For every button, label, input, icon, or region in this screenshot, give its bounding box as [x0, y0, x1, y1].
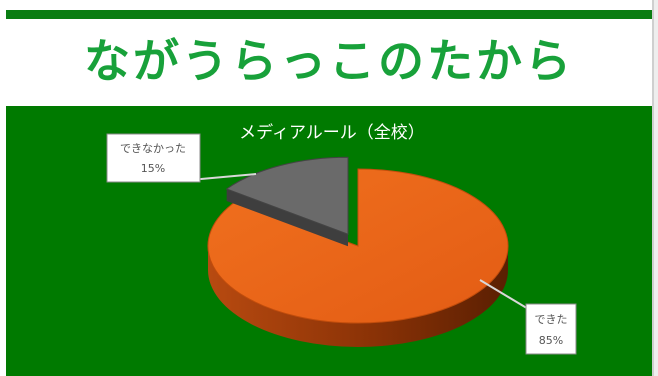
data-label-category-not-done: できなかった: [120, 142, 186, 155]
leader-line-not-done: [189, 173, 257, 181]
top-accent-bar: [6, 10, 652, 19]
chart-panel: メディアルール（全校） できなかった 15% できた 85%: [6, 106, 652, 376]
data-label-value-done: 85%: [539, 334, 563, 347]
chart-title: メディアルール（全校）: [239, 122, 425, 143]
data-label-category-done: できた: [535, 313, 568, 326]
callout-box-done: [525, 303, 577, 355]
banner-header: ながうらっこのたから: [6, 19, 652, 106]
pie-slices: [207, 156, 509, 347]
pie-chart: メディアルール（全校） できなかった 15% できた 85%: [106, 122, 577, 355]
leader-line-done: [479, 279, 531, 311]
pie-slice-not-done: [225, 156, 349, 235]
pie-side-done: [208, 246, 508, 347]
callout-box-not-done: [106, 133, 201, 183]
pie-side-not-done: [226, 188, 349, 247]
pie-slice-done: [207, 168, 509, 324]
callout-not-done: できなかった 15%: [106, 133, 257, 183]
callout-done: できた 85%: [479, 279, 577, 355]
banner-title: ながうらっこのたから: [84, 34, 574, 88]
data-label-value-not-done: 15%: [141, 162, 165, 175]
